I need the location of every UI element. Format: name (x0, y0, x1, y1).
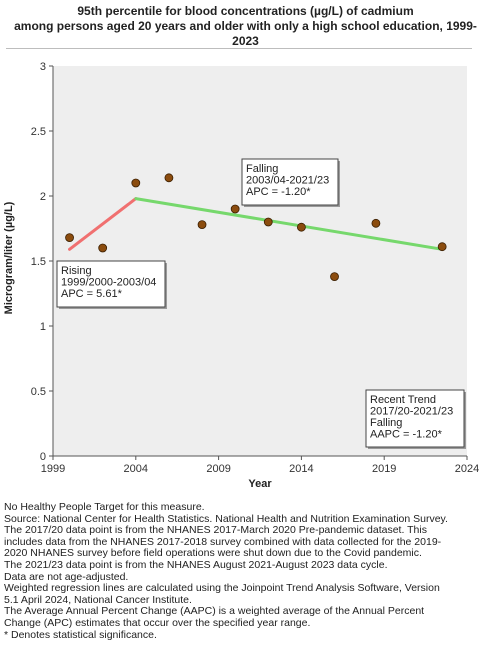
annotation-line: APC = -1.20* (246, 186, 311, 198)
title-divider (6, 48, 472, 49)
data-point (437, 242, 447, 252)
footnote-line: The 2017/20 data point is from the NHANE… (4, 524, 427, 537)
scatter-chart: 0 0.5 1 1.5 2 2.5 3 1999 2004 2009 2014 2019 2024 Ri… (3, 61, 480, 490)
annotation-frame (365, 389, 465, 448)
x-tick-label: 2024 (455, 463, 479, 475)
chart-title-line: 2023 (232, 34, 259, 48)
footnote-line: Data are not age-adjusted. (4, 570, 129, 583)
x-tick-label: 2004 (124, 463, 148, 475)
data-point (371, 218, 381, 228)
x-tick-label: 2009 (206, 463, 230, 475)
y-tick-label: 0 (40, 451, 46, 463)
footnotes: No Healthy People Target for this measur… (4, 501, 488, 641)
annotation-line: Falling (246, 163, 278, 175)
x-tick-label: 2019 (372, 463, 396, 475)
annotation-line: AAPC = -1.20* (370, 429, 443, 441)
chart-title-line: among persons aged 20 years and older wi… (14, 19, 477, 33)
data-point (296, 222, 306, 232)
data-point (263, 217, 273, 227)
annotation-line: 1999/2000-2003/04 (61, 277, 156, 289)
y-tick-label: 3 (40, 61, 46, 73)
x-axis-label: Year (248, 478, 272, 490)
x-tick-label: 1999 (41, 463, 65, 475)
footnote-line: * Denotes statistical significance. (4, 628, 157, 641)
annotation-line: 2017/20-2021/23 (370, 406, 453, 418)
data-point (131, 178, 141, 188)
data-points (65, 173, 447, 282)
y-tick-label: 2.5 (31, 126, 46, 138)
y-axis-label: Microgram/liter (µg/L) (3, 201, 15, 314)
annotation-frame (56, 260, 166, 308)
data-point (65, 233, 74, 243)
footnote-line: Change (APC) estimates that occur over t… (4, 616, 311, 629)
chart-title: 95th percentile for blood concentrations… (0, 4, 491, 49)
footnote-line: The 2021/23 data point is from the NHANE… (4, 558, 388, 571)
falling-trend-line (134, 197, 444, 251)
rising-trend-line (68, 197, 138, 251)
data-point (197, 220, 207, 230)
data-point (98, 243, 108, 253)
footnote-line: Weighted regression lines are calculated… (4, 582, 440, 595)
footnote-line: includes data from the NHANES 2017-2018 … (4, 535, 442, 548)
annotation-line: APC = 5.61* (61, 288, 123, 300)
data-point (164, 173, 174, 183)
data-point (330, 272, 339, 282)
chart-title-line: 95th percentile for blood concentrations… (77, 4, 414, 18)
footnote-line: No Healthy People Target for this measur… (4, 501, 205, 513)
footnote-line: The Average Annual Percent Change (AAPC)… (4, 605, 425, 618)
annotation-line: 2003/04-2021/23 (246, 175, 329, 187)
trend-lines (68, 197, 444, 251)
y-tick-label: 1.5 (31, 256, 46, 268)
y-tick-label: 0.5 (31, 386, 46, 398)
axes: 0 0.5 1 1.5 2 2.5 3 1999 2004 2009 2014 2019 2024 (31, 61, 480, 475)
annotation-line: Recent Trend (370, 394, 436, 406)
x-tick-label: 2014 (289, 463, 313, 475)
data-point (230, 204, 240, 214)
footnote-line: Source: National Center for Health Stati… (4, 512, 448, 525)
annotation-line: Rising (61, 265, 92, 277)
annotation-line: Falling (370, 417, 402, 429)
footnote-line: 2020 NHANES survey before field operatio… (4, 547, 422, 560)
footnote-line: 5.1 April 2024, National Cancer Institut… (4, 593, 192, 606)
y-tick-label: 1 (40, 321, 46, 333)
y-tick-label: 2 (40, 191, 46, 203)
annotation-frame (241, 158, 339, 206)
